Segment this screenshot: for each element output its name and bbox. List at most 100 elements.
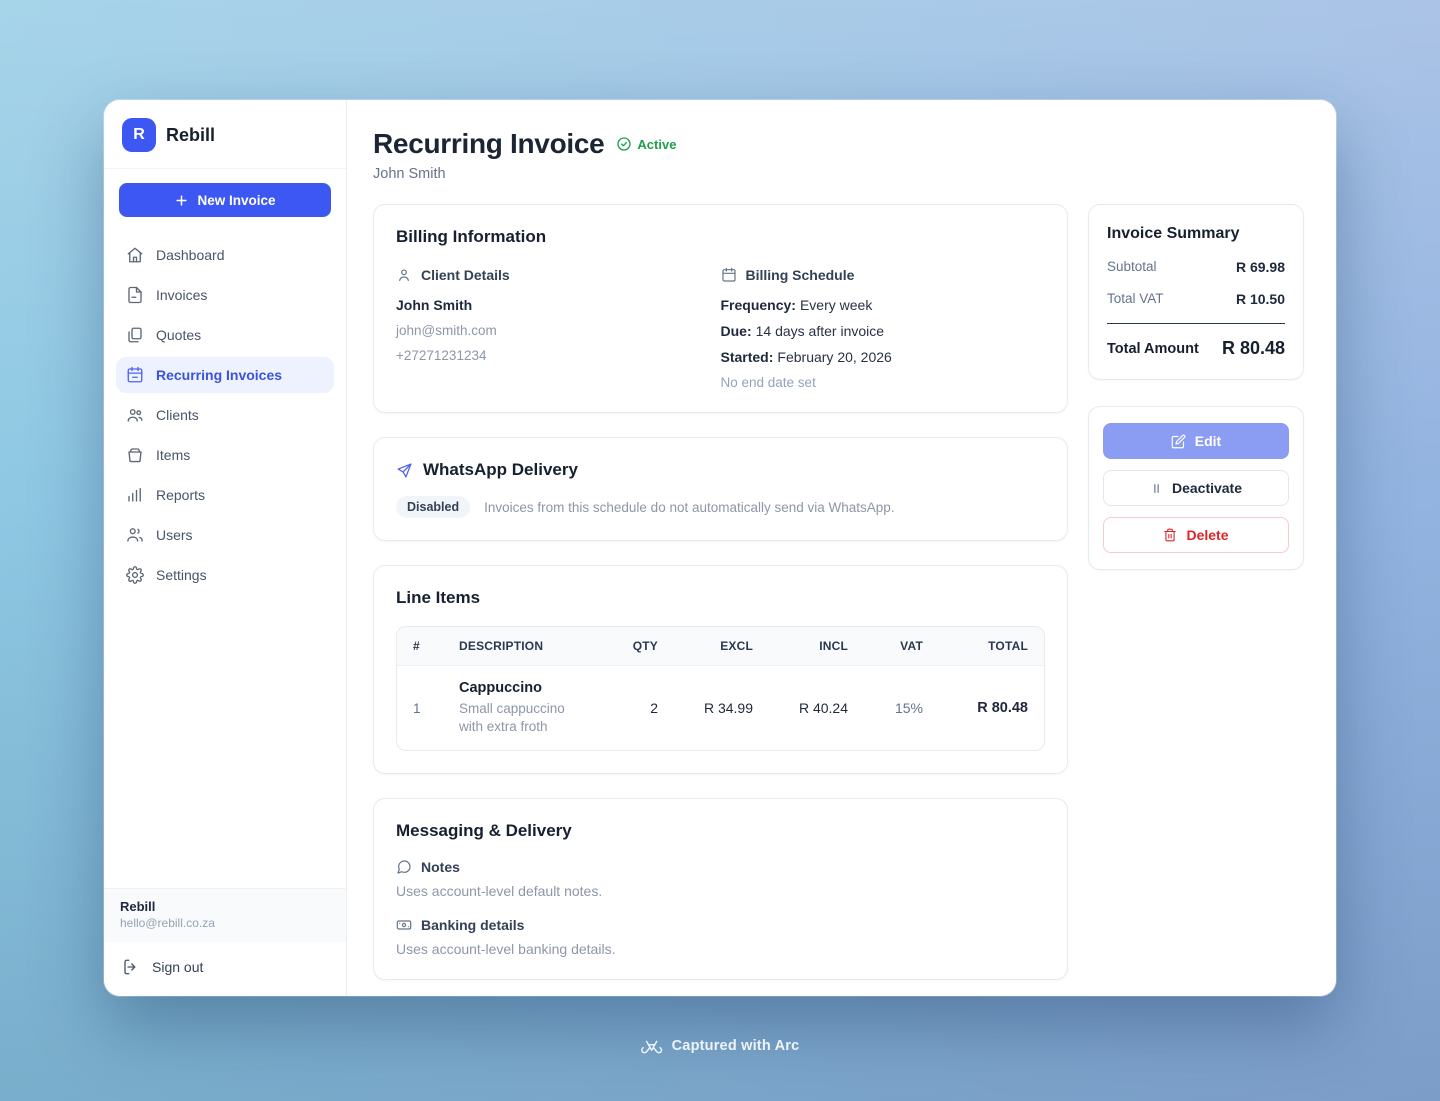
sidebar-item-clients[interactable]: Clients — [116, 397, 334, 433]
notes-heading: Notes — [421, 859, 460, 876]
deactivate-label: Deactivate — [1171, 480, 1243, 496]
sidebar-item-label: Items — [156, 447, 191, 463]
send-icon — [396, 462, 413, 479]
billing-schedule-heading: Billing Schedule — [745, 267, 855, 283]
subtotal-row: Subtotal R 69.98 — [1107, 259, 1285, 275]
sidebar-item-label: Settings — [156, 567, 207, 583]
plus-icon — [174, 193, 189, 208]
calendar-icon — [126, 366, 144, 384]
right-column: Invoice Summary Subtotal R 69.98 Total V… — [1088, 204, 1304, 570]
item-name: Cappuccino — [459, 680, 542, 696]
col-incl: INCL — [769, 627, 864, 666]
col-excl: EXCL — [674, 627, 769, 666]
sidebar-item-label: Dashboard — [156, 247, 225, 263]
sidebar-item-label: Quotes — [156, 327, 202, 343]
invoice-icon — [126, 286, 144, 304]
home-icon — [126, 246, 144, 264]
col-number: # — [397, 627, 443, 666]
sidebar-item-reports[interactable]: Reports — [116, 477, 334, 513]
item-vat: 15% — [894, 700, 923, 717]
client-subtitle: John Smith — [373, 166, 446, 182]
total-amount-label: Total Amount — [1107, 340, 1199, 357]
item-qty: 2 — [650, 700, 658, 717]
frequency-row: Frequency: Every week — [721, 297, 1046, 313]
whatsapp-delivery-title: WhatsApp Delivery — [423, 460, 578, 479]
actions-card: Edit Deactivate Delete — [1088, 406, 1304, 570]
sidebar-item-dashboard[interactable]: Dashboard — [116, 237, 334, 273]
trash-icon — [1163, 528, 1177, 542]
billing-information-title: Billing Information — [396, 227, 547, 246]
client-email: john@smith.com — [396, 323, 497, 338]
frequency-value: Every week — [799, 297, 873, 313]
sidebar-item-quotes[interactable]: Quotes — [116, 317, 334, 353]
status-label: Active — [637, 136, 677, 152]
item-description: Small cappuccino with extra froth — [459, 701, 565, 735]
total-vat-row: Total VAT R 10.50 — [1107, 291, 1285, 307]
messaging-delivery-card: Messaging & Delivery Notes Uses account-… — [373, 798, 1068, 981]
client-details-section: Client Details John Smith john@smith.com… — [396, 267, 721, 390]
settings-icon — [126, 566, 144, 584]
whatsapp-message: Invoices from this schedule do not autom… — [484, 499, 895, 515]
started-label: Started: — [720, 349, 774, 365]
sidebar-item-label: Users — [156, 527, 193, 543]
total-amount-value: R 80.48 — [1221, 338, 1285, 358]
started-row: Started: February 20, 2026 — [721, 349, 1046, 365]
edit-button[interactable]: Edit — [1103, 423, 1289, 459]
banking-details-text: Uses account-level banking details. — [396, 941, 616, 958]
sidebar-item-recurring-invoices[interactable]: Recurring Invoices — [116, 357, 334, 393]
col-total: TOTAL — [939, 627, 1044, 666]
total-vat-value: R 10.50 — [1235, 291, 1285, 307]
pencil-icon — [1171, 434, 1186, 449]
sidebar-item-settings[interactable]: Settings — [116, 557, 334, 593]
calendar-icon — [721, 267, 737, 283]
col-vat: VAT — [864, 627, 939, 666]
users-icon — [126, 526, 144, 544]
message-icon — [396, 859, 412, 875]
new-invoice-button[interactable]: New Invoice — [119, 183, 331, 217]
sidebar-item-label: Reports — [156, 487, 206, 503]
line-items-title: Line Items — [396, 588, 481, 607]
table-row: 1 Cappuccino Small cappuccino with extra… — [397, 666, 1044, 751]
subtotal-label: Subtotal — [1107, 259, 1157, 274]
due-row: Due: 14 days after invoice — [721, 323, 1046, 339]
billing-schedule-section: Billing Schedule Frequency: Every week Du… — [721, 267, 1046, 390]
new-invoice-label: New Invoice — [197, 192, 276, 208]
sidebar: R Rebill New Invoice Dashboard Invoices … — [104, 100, 347, 996]
col-qty: QTY — [599, 627, 674, 666]
sidebar-item-invoices[interactable]: Invoices — [116, 277, 334, 313]
clients-icon — [126, 406, 144, 424]
table-header-row: # DESCRIPTION QTY EXCL INCL VAT TOTAL — [397, 627, 1044, 666]
status-badge: Active — [616, 136, 676, 152]
org-info: Rebill hello@rebill.co.za — [104, 889, 346, 942]
whatsapp-delivery-card: WhatsApp Delivery Disabled Invoices from… — [373, 437, 1068, 541]
org-email: hello@rebill.co.za — [120, 916, 215, 930]
org-name: Rebill — [120, 899, 156, 914]
banking-details-heading: Banking details — [421, 917, 525, 934]
sidebar-item-users[interactable]: Users — [116, 517, 334, 553]
line-items-table: # DESCRIPTION QTY EXCL INCL VAT TOTAL — [396, 626, 1045, 752]
client-phone: +27271231234 — [396, 348, 487, 363]
notes-section: Notes Uses account-level default notes. — [396, 859, 1045, 899]
captured-with-arc-watermark: Captured with Arc — [641, 1036, 800, 1056]
deactivate-button[interactable]: Deactivate — [1103, 470, 1289, 506]
client-name: John Smith — [396, 297, 473, 313]
pause-icon — [1150, 482, 1163, 495]
sidebar-nav: Dashboard Invoices Quotes Recurring Invo… — [104, 225, 346, 605]
sidebar-item-items[interactable]: Items — [116, 437, 334, 473]
sign-out-button[interactable]: Sign out — [104, 942, 346, 996]
edit-label: Edit — [1194, 433, 1222, 449]
quotes-icon — [126, 326, 144, 344]
sidebar-item-label: Invoices — [156, 287, 208, 303]
app-window: R Rebill New Invoice Dashboard Invoices … — [104, 100, 1336, 996]
delete-button[interactable]: Delete — [1103, 517, 1289, 553]
logout-icon — [122, 958, 140, 976]
main-content: Recurring Invoice Active John Smith Bill… — [347, 100, 1336, 996]
sign-out-label: Sign out — [152, 959, 204, 975]
user-icon — [396, 267, 412, 283]
due-label: Due: — [720, 323, 752, 339]
item-excl: R 34.99 — [703, 700, 753, 717]
check-circle-icon — [616, 136, 632, 152]
left-column: Billing Information Client Details John … — [373, 204, 1068, 981]
disabled-badge: Disabled — [396, 496, 471, 518]
subtotal-value: R 69.98 — [1235, 259, 1285, 275]
